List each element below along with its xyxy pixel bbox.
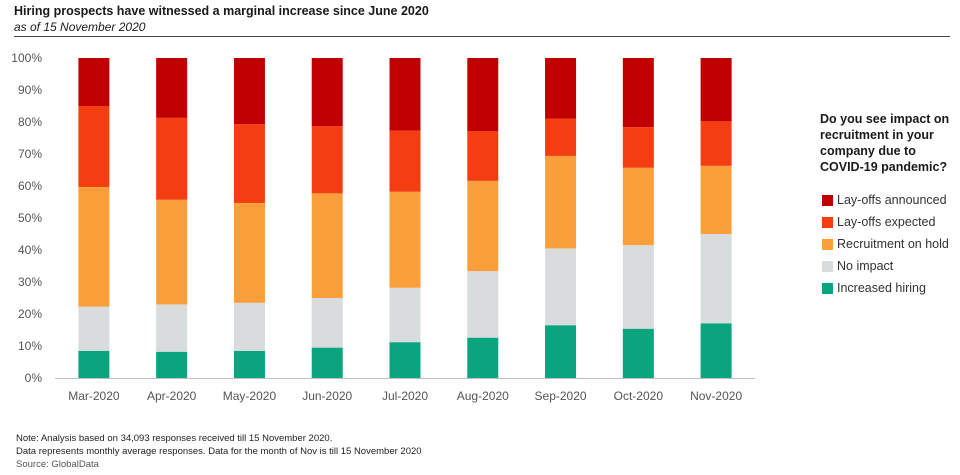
y-tick-label: 40%	[18, 243, 42, 257]
bar-segment-no-impact	[622, 245, 654, 329]
stacked-bar-chart: 0% 10% 20% 30% 40% 50% 60% 70% 80% 90% 100% Mar-202…	[11, 51, 755, 403]
bar-segment-lay-offs-expected	[467, 131, 499, 181]
x-tick-label: Oct-2020	[614, 389, 664, 403]
bar-segment-lay-offs-announced	[233, 58, 265, 125]
source-line: Source: GlobalData	[16, 459, 99, 470]
bar-segment-lay-offs-expected	[700, 121, 732, 166]
y-tick-label: 100%	[11, 51, 42, 65]
legend-label: Lay-offs announced	[837, 193, 947, 207]
note-line-1: Note: Analysis based on 34,093 responses…	[16, 433, 333, 444]
bar-segment-lay-offs-announced	[622, 58, 654, 128]
bar-segment-recruitment-on-hold	[467, 180, 499, 272]
y-tick-label: 10%	[18, 339, 42, 353]
bar-segment-lay-offs-expected	[622, 127, 654, 168]
y-tick-label: 0%	[25, 371, 43, 385]
chart-title: Hiring prospects have witnessed a margin…	[14, 4, 429, 18]
bar-segment-increased-hiring	[622, 328, 654, 378]
bar-segment-recruitment-on-hold	[389, 191, 421, 288]
legend-item-recruitment-on-hold: Recruitment on hold	[820, 233, 955, 255]
y-tick-label: 70%	[18, 147, 42, 161]
bar-segment-recruitment-on-hold	[311, 193, 343, 298]
x-tick-label: Jun-2020	[302, 389, 352, 403]
bar-segment-increased-hiring	[156, 351, 188, 378]
legend-label: No impact	[837, 259, 894, 273]
bar-segment-no-impact	[311, 298, 343, 348]
bar-segment-lay-offs-announced	[545, 58, 577, 119]
bar-segment-lay-offs-expected	[233, 124, 265, 203]
chart-subtitle: as of 15 November 2020	[14, 20, 146, 34]
bar-segment-no-impact	[233, 302, 265, 351]
bar-segment-no-impact	[545, 248, 577, 326]
bar-segment-lay-offs-expected	[545, 118, 577, 156]
bar-segment-increased-hiring	[545, 325, 577, 378]
x-tick-label: Sep-2020	[535, 389, 587, 403]
y-tick-label: 90%	[18, 83, 42, 97]
legend-swatch	[822, 238, 833, 250]
x-tick-label: Jul-2020	[382, 389, 428, 403]
bar-segment-increased-hiring	[700, 323, 732, 378]
bar-segment-no-impact	[700, 234, 732, 324]
legend-label: Lay-offs expected	[837, 215, 936, 229]
bar-segment-recruitment-on-hold	[233, 202, 265, 303]
bar-segment-lay-offs-announced	[311, 58, 343, 127]
bar-segment-lay-offs-expected	[389, 130, 421, 192]
note-line-2: Data represents monthly average response…	[16, 446, 422, 457]
legend-label: Increased hiring	[837, 281, 926, 295]
bar-segment-lay-offs-announced	[700, 58, 732, 122]
bar-segment-increased-hiring	[78, 350, 110, 378]
bar-segment-recruitment-on-hold	[545, 155, 577, 249]
bar-segment-lay-offs-announced	[389, 58, 421, 131]
bar-segment-increased-hiring	[233, 350, 265, 378]
y-tick-label: 30%	[18, 275, 42, 289]
legend-item-lay-offs-expected: Lay-offs expected	[820, 211, 955, 233]
y-tick-label: 60%	[18, 179, 42, 193]
legend-item-increased-hiring: Increased hiring	[820, 277, 955, 299]
legend-item-no-impact: No impact	[820, 255, 955, 277]
legend-swatch	[822, 194, 833, 206]
legend-swatch	[822, 282, 833, 294]
x-tick-label: Mar-2020	[68, 389, 120, 403]
legend-item-lay-offs-announced: Lay-offs announced	[820, 189, 955, 211]
x-tick-label: Nov-2020	[690, 389, 742, 403]
bar-segment-lay-offs-expected	[78, 106, 110, 187]
bar-segment-lay-offs-expected	[311, 126, 343, 194]
legend-items: Lay-offs announced Lay-offs expected Recru…	[820, 189, 955, 299]
bar-segment-no-impact	[78, 306, 110, 351]
bar-segment-lay-offs-announced	[78, 58, 110, 106]
bar-segment-increased-hiring	[389, 342, 421, 378]
x-tick-label: Aug-2020	[457, 389, 509, 403]
bar-segment-no-impact	[467, 271, 499, 338]
y-tick-label: 50%	[18, 211, 42, 225]
bar-segment-recruitment-on-hold	[156, 199, 188, 305]
legend-label: Recruitment on hold	[837, 237, 949, 251]
footnotes: Note: Analysis based on 34,093 responses…	[16, 432, 422, 471]
bar-segment-lay-offs-announced	[467, 58, 499, 132]
bar-segment-recruitment-on-hold	[622, 167, 654, 246]
bar-segment-lay-offs-announced	[156, 58, 188, 118]
bar-segment-no-impact	[389, 287, 421, 343]
bar-segment-increased-hiring	[311, 347, 343, 378]
y-tick-label: 80%	[18, 115, 42, 129]
bar-segment-lay-offs-expected	[156, 117, 188, 200]
x-tick-label: Apr-2020	[147, 389, 197, 403]
legend: Do you see impact on recruitment in your…	[820, 111, 955, 299]
y-tick-label: 20%	[18, 307, 42, 321]
bar-segment-no-impact	[156, 304, 188, 352]
legend-title: Do you see impact on recruitment in your…	[820, 112, 950, 174]
bar-segment-recruitment-on-hold	[700, 165, 732, 234]
legend-swatch	[822, 260, 833, 272]
x-tick-label: May-2020	[223, 389, 277, 403]
title-divider	[14, 36, 950, 37]
bar-segment-increased-hiring	[467, 337, 499, 378]
legend-swatch	[822, 216, 833, 228]
bar-segment-recruitment-on-hold	[78, 186, 110, 307]
